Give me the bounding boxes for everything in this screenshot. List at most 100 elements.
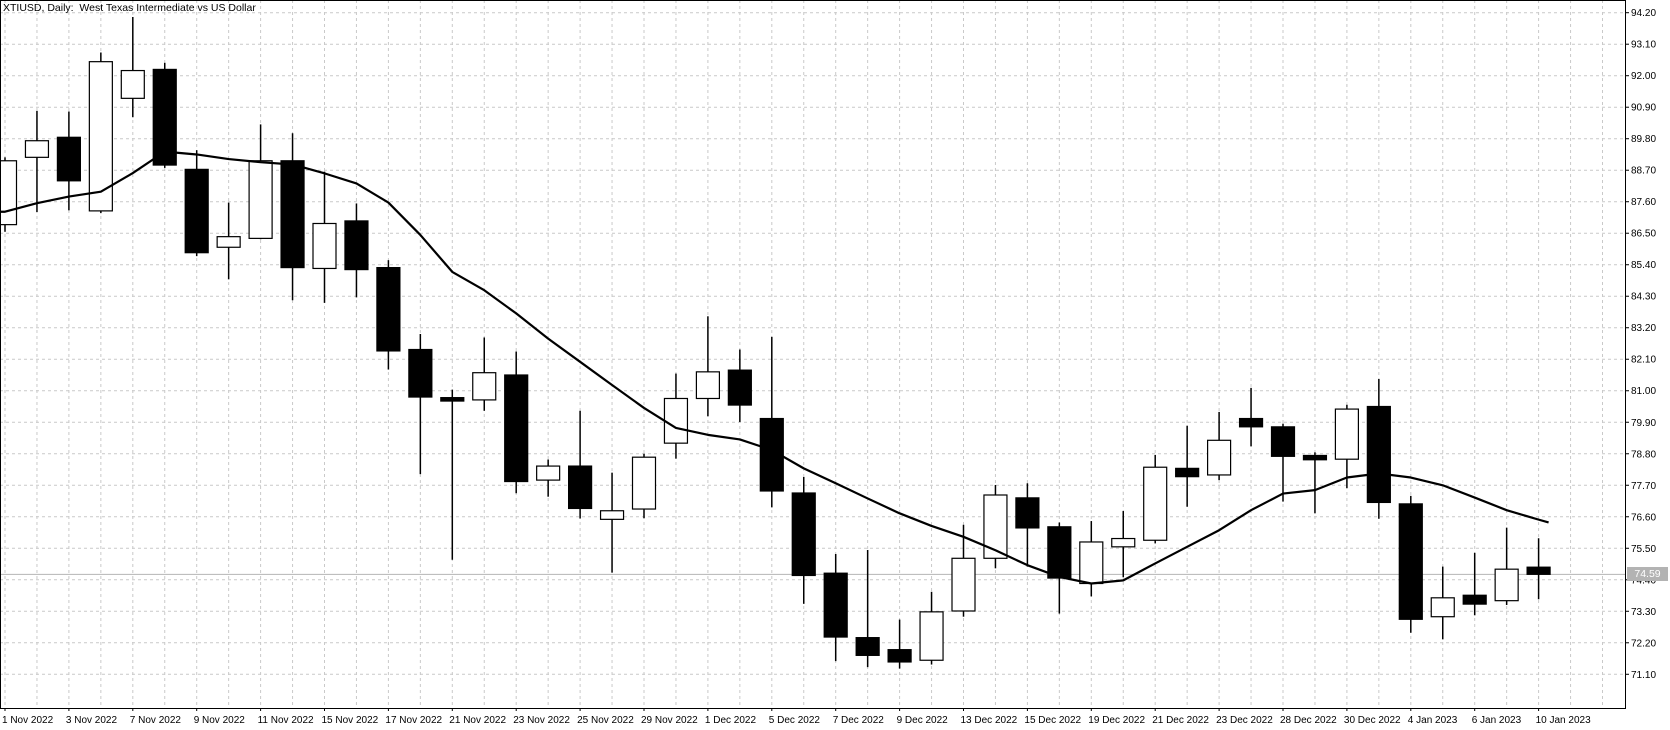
candle-body-bearish [1238, 417, 1264, 428]
candle-body-bullish [536, 465, 561, 481]
candle [1111, 511, 1136, 578]
candle-body-bearish [280, 160, 305, 269]
date-tick-label: 5 Dec 2022 [769, 715, 821, 726]
price-tick-label: 92.00 [1631, 71, 1656, 82]
moving-average-line [0, 150, 1549, 585]
candle-body-bearish [1462, 594, 1487, 605]
candle [599, 472, 625, 573]
candle-body-bullish [1079, 541, 1104, 585]
candle [88, 52, 113, 214]
date-tick-label: 21 Dec 2022 [1152, 715, 1209, 726]
candle-body-bullish [983, 494, 1008, 559]
candle-body-bullish [919, 611, 944, 661]
candle [536, 459, 561, 497]
price-tick-label: 83.20 [1631, 323, 1656, 334]
candle [855, 549, 880, 668]
candle-body-bearish [791, 492, 816, 577]
candle-body-bearish [823, 572, 848, 638]
candle [184, 150, 209, 257]
date-tick-label: 9 Nov 2022 [194, 715, 246, 726]
candle [823, 553, 848, 662]
date-tick-label: 23 Nov 2022 [513, 715, 570, 726]
candle [1334, 404, 1360, 489]
candle-body-bullish [631, 456, 657, 510]
candle [312, 171, 337, 303]
date-tick-label: 30 Dec 2022 [1344, 715, 1401, 726]
candle [791, 476, 816, 604]
date-tick-label: 21 Nov 2022 [449, 715, 506, 726]
candle-body-bearish [759, 417, 784, 492]
date-tick-label: 10 Jan 2023 [1536, 715, 1591, 726]
candle-body-bearish [408, 348, 433, 398]
date-tick-label: 1 Dec 2022 [705, 715, 757, 726]
price-tick-label: 73.30 [1631, 607, 1656, 618]
candle [631, 453, 657, 519]
candle-body-bullish [248, 160, 273, 239]
date-tick-label: 7 Nov 2022 [130, 715, 182, 726]
candle [695, 316, 721, 417]
candle-body-bullish [695, 371, 721, 400]
price-tick-label: 75.50 [1631, 544, 1656, 555]
candle-body-bullish [472, 372, 497, 401]
candle [1462, 552, 1487, 616]
candle-body-bearish [1366, 405, 1391, 504]
candle-body-bearish [855, 637, 880, 656]
date-tick-label: 7 Dec 2022 [833, 715, 885, 726]
candle [376, 260, 401, 370]
price-tick-label: 88.70 [1631, 166, 1656, 177]
candle-body-bearish [184, 168, 209, 254]
candle [1398, 495, 1423, 633]
chart-frame [0, 0, 1626, 709]
date-tick-label: 29 Nov 2022 [641, 715, 698, 726]
candle-body-bearish [567, 465, 593, 510]
candle [727, 349, 752, 422]
candle [1270, 423, 1296, 502]
date-tick-label: 3 Nov 2022 [66, 715, 118, 726]
candle-body-bullish [1143, 466, 1168, 541]
candle [1526, 538, 1551, 600]
chart-title: XTIUSD, Daily: West Texas Intermediate v… [3, 2, 256, 14]
date-tick-label: 13 Dec 2022 [961, 715, 1018, 726]
date-tick-label: 11 Nov 2022 [258, 715, 314, 726]
candle [1430, 566, 1455, 640]
date-tick-label: 15 Nov 2022 [322, 715, 379, 726]
date-tick-label: 25 Nov 2022 [577, 715, 634, 726]
candle [759, 336, 784, 508]
candle [951, 524, 976, 617]
price-axis[interactable]: 94.20 93.10 92.00 90.90 89.80 88.70 87.60 86.50… [1625, 8, 1656, 681]
candle-body-bearish [152, 68, 177, 166]
price-tick-label: 93.10 [1631, 40, 1656, 51]
candle-body-bearish [56, 136, 82, 182]
grid [0, 0, 1625, 708]
candle-body-bearish [1398, 503, 1423, 620]
date-tick-label: 15 Dec 2022 [1024, 715, 1081, 726]
candle [24, 110, 50, 213]
candle [1079, 521, 1104, 597]
price-tick-label: 94.20 [1631, 8, 1656, 19]
candle [1206, 411, 1232, 481]
time-axis[interactable]: 1 Nov 2022 3 Nov 2022 7 Nov 2022 9 Nov 2022… [2, 708, 1591, 726]
candle-body-bullish [120, 69, 145, 99]
candle [663, 373, 689, 459]
candle-body-bullish [1334, 408, 1360, 460]
candle-body-bearish [1302, 454, 1328, 461]
date-tick-label: 17 Nov 2022 [385, 715, 442, 726]
candle [440, 389, 465, 560]
price-tick-label: 86.50 [1631, 229, 1656, 240]
date-tick-label: 1 Nov 2022 [2, 715, 54, 726]
candle [983, 484, 1008, 569]
date-tick-label: 9 Dec 2022 [897, 715, 949, 726]
candle [504, 351, 529, 494]
candle [248, 124, 273, 240]
candle-body-bullish [88, 61, 113, 212]
candle-body-bullish [599, 510, 625, 520]
price-tick-label: 81.00 [1631, 386, 1656, 397]
price-tick-label: 85.40 [1631, 260, 1656, 271]
candle-body-bullish [1494, 568, 1519, 602]
candle [567, 410, 593, 519]
candle [216, 202, 241, 280]
price-tick-label: 72.20 [1631, 638, 1656, 649]
candle [1494, 527, 1519, 605]
date-tick-label: 28 Dec 2022 [1280, 715, 1337, 726]
